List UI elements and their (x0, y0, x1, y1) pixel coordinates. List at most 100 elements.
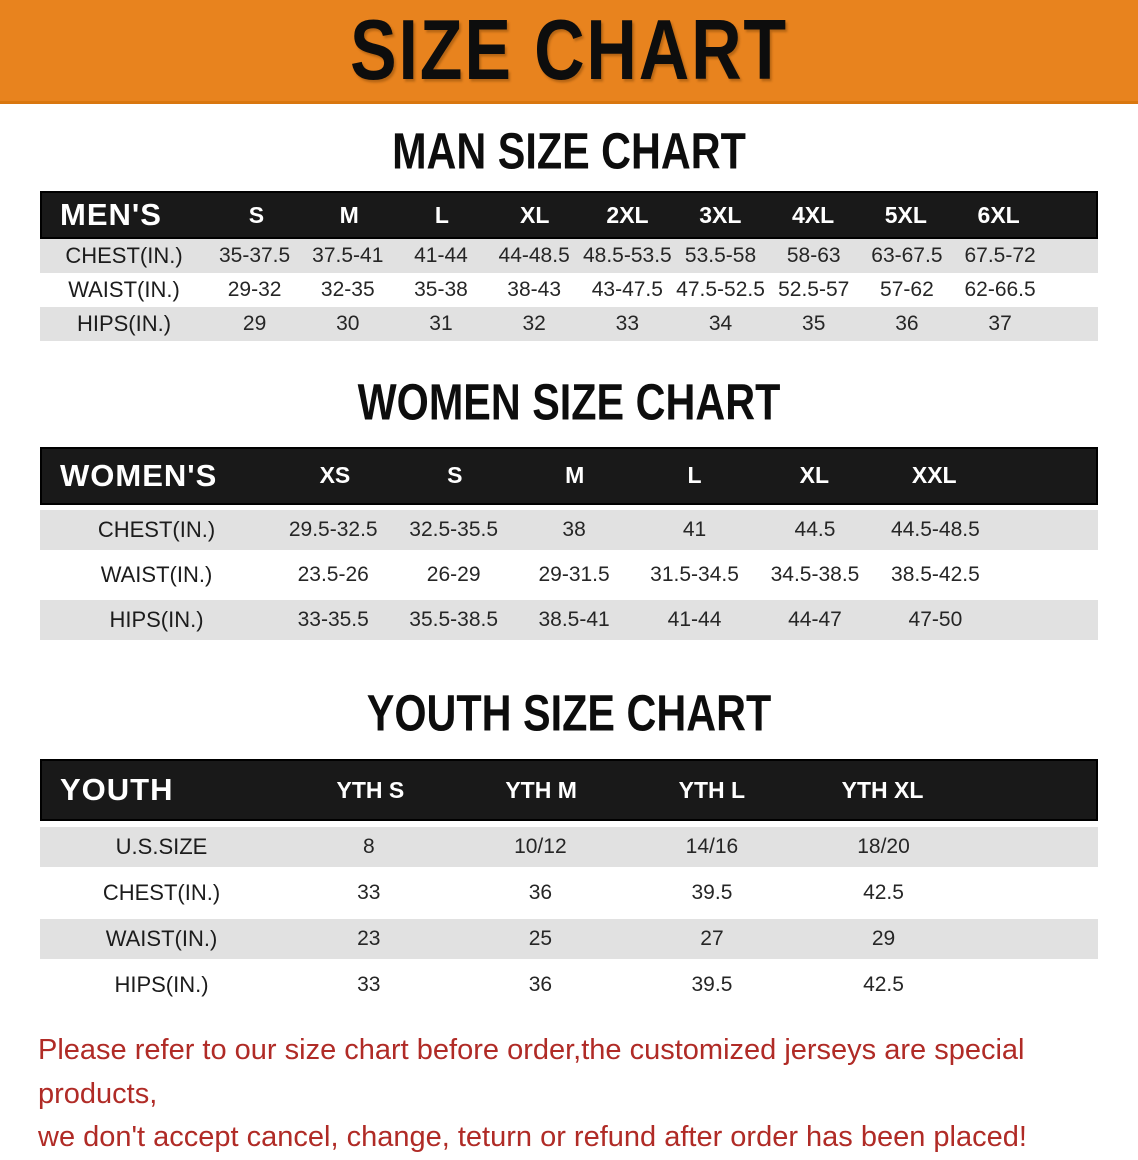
measure-cell: 8 (362, 835, 375, 859)
measure-cell: 39.5 (691, 881, 733, 905)
measure-cell: 63-67.5 (871, 244, 943, 268)
men-size-table: MEN'S S M L XL 2XL 3XL 4XL 5XL 6XL CHEST… (40, 191, 1098, 342)
youth-size-col-header: YTH XL (841, 776, 924, 803)
measure-cell: 44-48.5 (498, 244, 570, 268)
women-section-heading: WOMEN SIZE CHART (357, 373, 781, 431)
measure-cell: 36 (895, 312, 919, 336)
measure-cell: 18/20 (857, 835, 910, 859)
measure-cell: 29-31.5 (538, 562, 610, 586)
measure-cell: 27 (700, 927, 724, 951)
measure-cell: 36 (528, 973, 553, 997)
youth-size-col-header: YTH M (505, 776, 577, 803)
row-label: U.S.SIZE (115, 834, 208, 860)
measure-cell: 35.5-38.5 (409, 607, 499, 631)
men-size-col-header: XL (520, 201, 550, 228)
measure-cell: 42.5 (863, 881, 904, 905)
men-size-col-header: 6XL (977, 201, 1020, 228)
measure-cell: 32 (522, 312, 546, 336)
banner-title: SIZE CHART (350, 2, 788, 99)
measure-cell: 35-37.5 (218, 244, 291, 268)
measure-cell: 23.5-26 (297, 562, 369, 586)
men-size-col-header: 3XL (699, 201, 742, 228)
row-label: HIPS(IN.) (114, 972, 209, 998)
measure-cell: 53.5-58 (684, 244, 757, 268)
measure-cell: 41-44 (414, 244, 468, 268)
measure-cell: 35-38 (414, 278, 468, 302)
measure-cell: 36 (528, 881, 553, 905)
youth-size-col-header: YTH S (336, 776, 405, 803)
measure-cell: 30 (336, 312, 360, 336)
women-size-col-header: S (447, 462, 463, 489)
measure-cell: 38.5-41 (538, 607, 610, 631)
measure-cell: 31.5-34.5 (650, 562, 739, 586)
women-chest-row: CHEST(IN.) 29.5-32.5 32.5-35.5 38 41 44.… (40, 509, 1098, 550)
women-hips-row: HIPS(IN.) 33-35.5 35.5-38.5 38.5-41 41-4… (40, 599, 1098, 640)
row-label: WAIST(IN.) (105, 926, 218, 952)
measure-cell: 31 (429, 312, 453, 336)
measure-cell: 34 (708, 312, 733, 336)
measure-cell: 33 (357, 881, 381, 905)
youth-section-heading: YOUTH SIZE CHART (366, 683, 772, 741)
men-section-heading: MAN SIZE CHART (392, 121, 746, 180)
measure-cell: 44.5-48.5 (891, 517, 980, 541)
men-size-col-header: 4XL (791, 201, 835, 228)
measure-cell: 57-62 (880, 278, 934, 302)
measure-cell: 14/16 (685, 835, 739, 859)
measure-cell: 35 (802, 312, 826, 336)
measure-cell: 38-43 (507, 278, 562, 302)
size-chart-banner: SIZE CHART (0, 0, 1138, 104)
men-header-label: MEN'S (60, 197, 162, 233)
measure-cell: 29-32 (227, 278, 282, 302)
measure-cell: 47.5-52.5 (676, 278, 765, 302)
measure-cell: 67.5-72 (964, 244, 1036, 268)
measure-cell: 44-47 (788, 607, 842, 631)
measure-cell: 41-44 (667, 607, 722, 631)
order-policy-line-1: Please refer to our size chart before or… (38, 1034, 1025, 1110)
measure-cell: 25 (528, 927, 553, 951)
measure-cell: 52.5-57 (778, 278, 850, 302)
measure-cell: 32.5-35.5 (409, 517, 499, 541)
men-size-col-header: M (339, 201, 359, 228)
measure-cell: 23 (357, 927, 381, 951)
measure-cell: 48.5-53.5 (582, 244, 672, 268)
men-table-header-row: MEN'S S M L XL 2XL 3XL 4XL 5XL 6XL (40, 191, 1098, 240)
measure-cell: 10/12 (514, 835, 567, 859)
women-size-col-header: XL (799, 462, 830, 489)
row-label: CHEST(IN.) (65, 243, 183, 269)
youth-hips-row: HIPS(IN.) 33 36 39.5 42.5 (40, 965, 1098, 1006)
youth-ussize-row: U.S.SIZE 8 10/12 14/16 18/20 (40, 827, 1098, 868)
women-size-table: WOMEN'S XS S M L XL XXL CHEST(IN.) 29.5-… (40, 446, 1098, 640)
women-header-label: WOMEN'S (60, 457, 218, 493)
women-size-col-header: L (687, 462, 702, 489)
measure-cell: 26-29 (426, 562, 481, 586)
measure-cell: 41 (682, 517, 707, 541)
youth-waist-row: WAIST(IN.) 23 25 27 29 (40, 919, 1098, 960)
youth-size-table: YOUTH YTH S YTH M YTH L YTH XL U.S.SIZE … (40, 759, 1098, 1006)
women-size-col-header: XS (319, 462, 351, 489)
measure-cell: 37 (988, 312, 1012, 336)
measure-cell: 39.5 (691, 973, 733, 997)
measure-cell: 29.5-32.5 (288, 517, 378, 541)
measure-cell: 38 (562, 517, 586, 541)
measure-cell: 29 (242, 312, 267, 336)
row-label: WAIST(IN.) (68, 277, 180, 303)
youth-chest-row: CHEST(IN.) 33 36 39.5 42.5 (40, 873, 1098, 914)
measure-cell: 33 (615, 312, 640, 336)
women-table-header-row: WOMEN'S XS S M L XL XXL (40, 446, 1098, 505)
row-label: CHEST(IN.) (97, 516, 216, 542)
order-policy-line-2: we don't accept cancel, change, teturn o… (38, 1121, 1027, 1154)
men-size-col-header: 2XL (606, 201, 649, 228)
measure-cell: 38.5-42.5 (891, 562, 980, 586)
measure-cell: 29 (871, 927, 896, 951)
measure-cell: 43-47.5 (591, 278, 663, 302)
men-size-col-header: L (434, 201, 449, 228)
row-label: HIPS(IN.) (109, 606, 204, 632)
youth-header-label: YOUTH (60, 772, 174, 808)
men-size-col-header: S (248, 201, 265, 228)
women-waist-row: WAIST(IN.) 23.5-26 26-29 29-31.5 31.5-34… (40, 554, 1098, 595)
measure-cell: 34.5-38.5 (770, 562, 860, 586)
measure-cell: 32-35 (320, 278, 375, 302)
row-label: CHEST(IN.) (102, 880, 221, 906)
women-size-col-header: M (565, 462, 585, 489)
men-hips-row: HIPS(IN.) 29 30 31 32 33 34 35 36 37 (40, 307, 1098, 342)
